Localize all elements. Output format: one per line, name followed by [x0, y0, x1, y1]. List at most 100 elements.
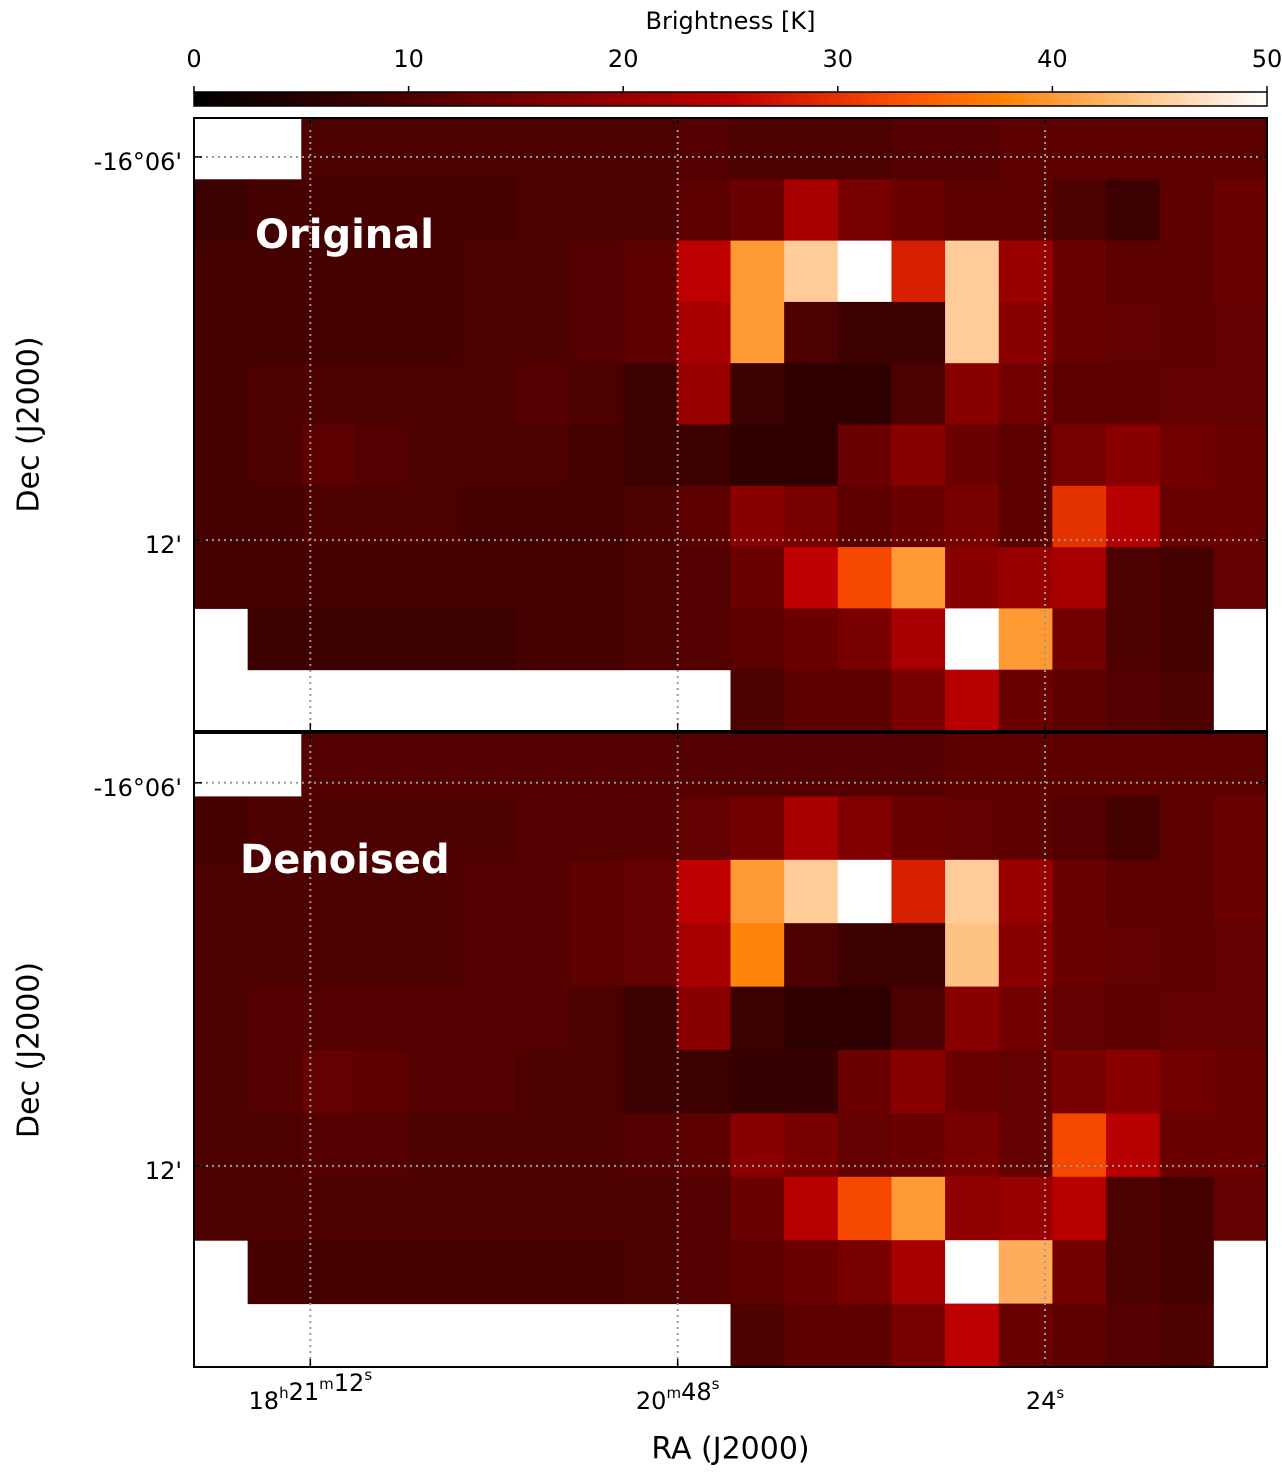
pixel: [891, 1113, 946, 1178]
pixel: [515, 547, 571, 609]
pixel: [247, 301, 302, 364]
pixel: [408, 179, 463, 242]
pixel: [1052, 608, 1107, 671]
pixel: [891, 424, 946, 487]
pixel: [1213, 1113, 1268, 1178]
pixel: [784, 733, 839, 797]
pixel: [1106, 424, 1161, 487]
pixel: [408, 608, 463, 671]
pixel: [1159, 1176, 1214, 1241]
pixel: [784, 179, 839, 242]
pixel: [1213, 485, 1268, 548]
pixel: [462, 118, 517, 180]
pixel: [1106, 301, 1161, 364]
pixel: [730, 179, 785, 242]
pixel: [1159, 363, 1214, 425]
pixel: [945, 118, 1000, 180]
pixel: [676, 118, 731, 180]
pixel: [891, 733, 946, 797]
pixel: [1159, 485, 1214, 548]
pixel: [784, 859, 839, 924]
pixel: [891, 986, 946, 1051]
pixel: [515, 179, 571, 242]
pixel: [515, 301, 571, 364]
pixel: [247, 986, 302, 1051]
pixel: [354, 1176, 410, 1241]
pixel: [837, 1113, 892, 1178]
pixel: [837, 1240, 892, 1305]
pixel: [1106, 547, 1161, 609]
pixel: [247, 608, 302, 671]
pixel: [462, 986, 517, 1051]
pixel: [1159, 301, 1214, 364]
pixel: [837, 1050, 892, 1114]
pixel: [623, 547, 678, 609]
pixel: [623, 608, 678, 671]
pixel: [730, 923, 785, 988]
pixel: [354, 796, 410, 861]
pixel: [194, 1050, 249, 1114]
pixel: [837, 118, 892, 180]
pixel: [515, 1050, 571, 1114]
pixel: [784, 608, 839, 671]
pixel: [462, 1176, 517, 1241]
pixel: [837, 363, 892, 425]
pixel: [945, 608, 1000, 671]
pixel: [408, 485, 463, 548]
pixel: [1106, 485, 1161, 548]
pixel: [354, 547, 410, 609]
pixel: [945, 1113, 1000, 1178]
pixel: [891, 118, 946, 180]
pixel: [194, 485, 249, 548]
pixel: [354, 363, 410, 425]
pixel: [1213, 301, 1268, 364]
x-axis-label: RA (J2000): [651, 1432, 809, 1467]
pixel: [194, 986, 249, 1051]
pixel: [998, 1303, 1053, 1368]
pixel: [354, 733, 410, 797]
pixel: [462, 424, 517, 487]
colorbar-tick-label: 50: [1252, 45, 1282, 73]
y-tick-label: -16°06': [94, 148, 182, 176]
pixel: [569, 179, 624, 242]
pixel: [1052, 733, 1107, 797]
pixel: [569, 796, 624, 861]
pixel: [1213, 363, 1268, 425]
pixel: [1213, 1176, 1268, 1241]
pixel: [891, 1303, 946, 1368]
pixel: [676, 859, 731, 924]
panel-title: Original: [255, 212, 434, 258]
pixel: [408, 424, 463, 487]
colorbar-tick-label: 40: [1037, 45, 1068, 73]
pixel: [1159, 1303, 1214, 1368]
pixel: [837, 424, 892, 487]
pixel: [623, 179, 678, 242]
pixel: [730, 669, 785, 732]
pixel: [569, 424, 624, 487]
y-tick-label: -16°06': [94, 774, 182, 802]
pixel: [194, 424, 249, 487]
pixel: [1052, 986, 1107, 1051]
pixel: [998, 424, 1053, 487]
pixel: [998, 301, 1053, 364]
pixel: [408, 1240, 463, 1305]
pixel: [462, 923, 517, 988]
pixel: [1052, 547, 1107, 609]
pixel: [730, 1303, 785, 1368]
pixel: [1106, 1113, 1161, 1178]
pixel: [194, 179, 249, 242]
pixel: [730, 485, 785, 548]
pixel: [462, 608, 517, 671]
pixel: [891, 485, 946, 548]
pixel: [784, 240, 839, 303]
pixel: [784, 301, 839, 364]
pixel: [569, 240, 624, 303]
pixel: [998, 986, 1053, 1051]
pixel: [354, 301, 410, 364]
pixel: [891, 859, 946, 924]
pixel: [730, 301, 785, 364]
pixel: [676, 923, 731, 988]
pixel: [891, 1050, 946, 1114]
pixel: [945, 669, 1000, 732]
pixel: [194, 796, 249, 861]
